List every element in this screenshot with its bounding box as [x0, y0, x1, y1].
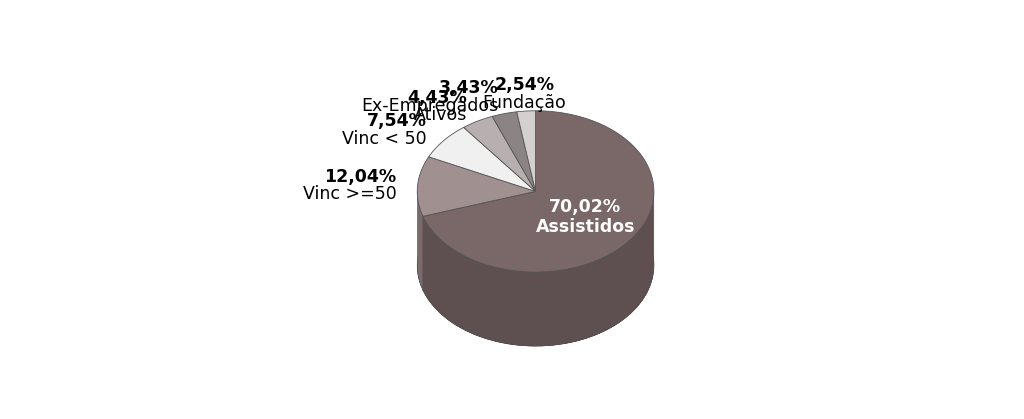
Polygon shape — [417, 191, 423, 290]
Polygon shape — [493, 112, 536, 191]
Text: Assistidos: Assistidos — [536, 218, 635, 236]
Text: 3,43%: 3,43% — [439, 80, 499, 98]
Polygon shape — [517, 111, 536, 191]
Polygon shape — [429, 127, 536, 191]
Text: Vinc >=50: Vinc >=50 — [302, 186, 396, 203]
Text: Ex-Empregados: Ex-Empregados — [361, 97, 499, 115]
Polygon shape — [417, 157, 536, 216]
Text: 7,54%: 7,54% — [368, 112, 427, 130]
Text: 4,43%: 4,43% — [408, 89, 467, 107]
Text: Vinc < 50: Vinc < 50 — [342, 130, 427, 148]
Polygon shape — [423, 191, 654, 346]
Text: Fundação: Fundação — [482, 94, 566, 112]
Text: 2,54%: 2,54% — [495, 76, 554, 94]
Ellipse shape — [417, 185, 654, 346]
Polygon shape — [423, 111, 654, 272]
Text: Ativos: Ativos — [414, 106, 467, 124]
Text: 70,02%: 70,02% — [549, 198, 622, 216]
Text: 12,04%: 12,04% — [325, 168, 396, 186]
Polygon shape — [464, 116, 536, 191]
